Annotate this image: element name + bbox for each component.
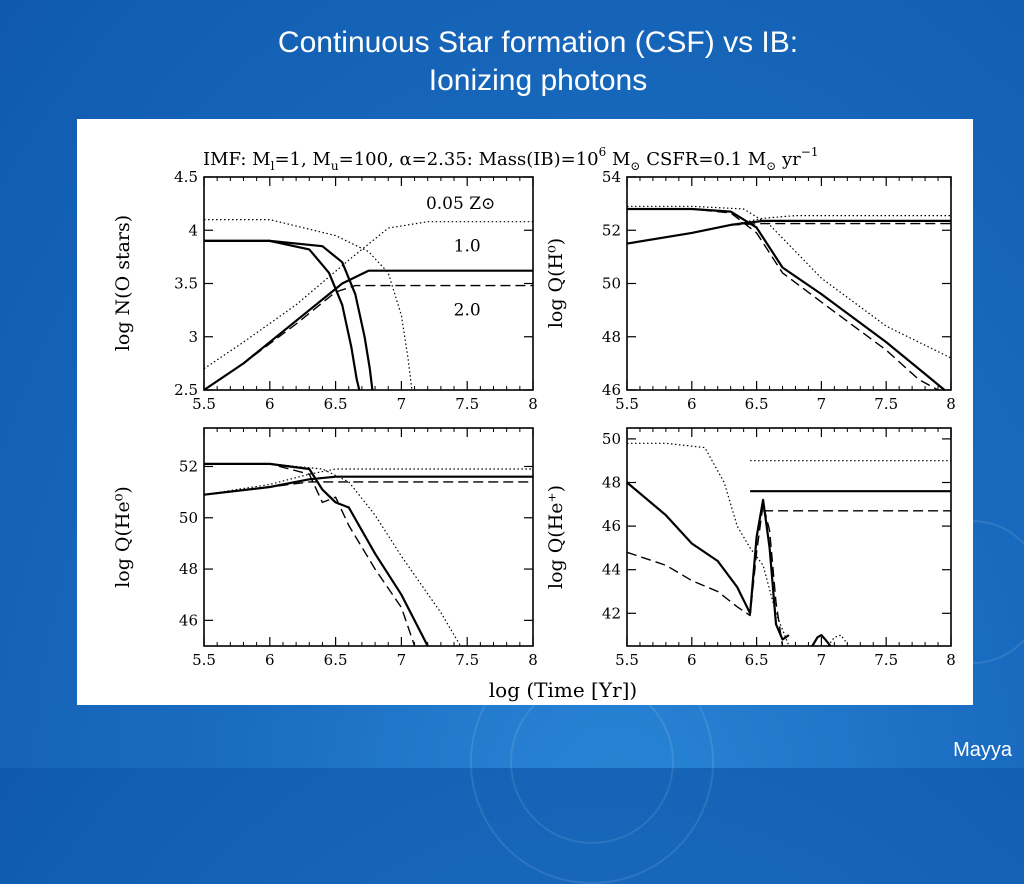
plot-frame xyxy=(203,427,534,647)
y-tick-label: 50 xyxy=(602,275,621,293)
header-sub-l: l xyxy=(271,159,275,173)
series-line-dashed xyxy=(204,463,416,647)
y-tick-label: 3 xyxy=(188,328,198,346)
slide-title-line2: Ionizing photons xyxy=(428,64,648,97)
x-axis-label: log (Time [Yr]) xyxy=(489,678,637,702)
header-imf-label: IMF: M xyxy=(203,149,271,170)
x-tick-label: 8 xyxy=(528,395,538,413)
x-tick-label: 6 xyxy=(687,651,697,669)
series-line-dotted xyxy=(203,468,533,496)
y-tick-label: 50 xyxy=(179,509,198,527)
series-line-dotted xyxy=(203,221,533,370)
y-tick-label: 4.5 xyxy=(174,168,198,186)
series-line-solid xyxy=(626,219,951,245)
y-tick-label: 3.5 xyxy=(174,275,198,293)
y-tick-label: 52 xyxy=(179,457,198,475)
panel-q-h: 5.5 6 6.5 7 7.5 8 46 48 50 52 54 log Q(H⁰) xyxy=(545,168,956,413)
header-sun-symbol-2: ⊙ xyxy=(766,159,776,173)
header-msun: M xyxy=(606,149,630,170)
plot-frame xyxy=(626,427,952,647)
y-tick-label: 4 xyxy=(188,221,198,239)
series-line-dashed xyxy=(203,284,533,391)
y-tick-label: 52 xyxy=(602,221,621,239)
series-line-dashed xyxy=(626,222,951,245)
series-line-solid xyxy=(204,462,429,647)
footer-author: Mayya xyxy=(953,739,1012,761)
series-line-dotted xyxy=(627,205,952,359)
slide-title: Continuous Star formation (CSF) vs IB: I… xyxy=(0,24,1024,100)
y-axis-label: log Q(H⁰) xyxy=(545,238,567,328)
metallicity-label: 0.05 Z⊙ xyxy=(426,194,495,214)
x-tick-label: 7 xyxy=(397,651,407,669)
y-tick-label: 50 xyxy=(602,430,621,448)
y-tick-label: 46 xyxy=(179,611,198,629)
y-tick-label: 46 xyxy=(602,381,621,399)
x-tick-label: 6 xyxy=(265,395,275,413)
figure-svg: IMF: Ml=1, Mu=100, α=2.35: Mass(IB)=106 … xyxy=(112,145,956,702)
x-tick-label: 6.5 xyxy=(745,395,769,413)
x-tick-label: 5.5 xyxy=(615,651,639,669)
x-tick-label: 7 xyxy=(817,395,827,413)
x-tick-label: 5.5 xyxy=(192,395,216,413)
header-mu-value: =100, α=2.35: Mass(IB)=10 xyxy=(339,149,599,170)
x-tick-label: 7.5 xyxy=(874,395,898,413)
y-tick-label: 42 xyxy=(602,604,621,622)
y-tick-label: 44 xyxy=(602,561,621,579)
y-axis-label: log Q(He⁺) xyxy=(545,485,567,589)
series-line-dotted xyxy=(204,218,413,391)
x-tick-label: 7.5 xyxy=(455,651,479,669)
figure-panel: IMF: Ml=1, Mu=100, α=2.35: Mass(IB)=106 … xyxy=(77,119,973,705)
figure-header: IMF: Ml=1, Mu=100, α=2.35: Mass(IB)=106 … xyxy=(203,145,818,173)
series-line-dotted xyxy=(626,214,951,245)
series-line-solid xyxy=(626,481,790,641)
series-line-solid xyxy=(204,239,374,391)
x-tick-label: 7.5 xyxy=(455,395,479,413)
x-tick-label: 8 xyxy=(946,395,956,413)
series-line-dashed xyxy=(203,481,533,496)
x-tick-label: 6 xyxy=(265,651,275,669)
x-tick-label: 8 xyxy=(946,651,956,669)
series-line-dashed xyxy=(626,503,784,647)
x-tick-label: 7 xyxy=(817,651,827,669)
x-tick-label: 7 xyxy=(397,395,407,413)
x-tick-label: 5.5 xyxy=(192,651,216,669)
y-tick-label: 46 xyxy=(602,517,621,535)
series-line-solid xyxy=(204,239,361,391)
series-line-solid xyxy=(203,475,533,496)
series-line-dotted xyxy=(204,463,462,647)
header-ml-value: =1, M xyxy=(274,149,330,170)
y-axis-label: log N(O stars) xyxy=(112,215,134,351)
series-line-solid xyxy=(203,269,533,391)
panel-q-heplus: 5.5 6 6.5 7 7.5 8 42 44 46 48 50 log Q(He⁺) xyxy=(545,427,956,669)
header-sup-minus1: −1 xyxy=(801,145,819,159)
x-tick-label: 7.5 xyxy=(874,651,898,669)
panel-o-stars: 5.5 6 6.5 7 7.5 8 2.5 3 3.5 4 4.5 log N(O stars) 0.0… xyxy=(112,168,538,413)
y-tick-label: 54 xyxy=(602,168,621,186)
metallicity-label: 2.0 xyxy=(454,300,481,320)
y-tick-label: 48 xyxy=(179,560,198,578)
x-tick-label: 8 xyxy=(528,651,538,669)
x-tick-label: 6.5 xyxy=(745,651,769,669)
y-tick-label: 48 xyxy=(602,328,621,346)
x-tick-label: 6.5 xyxy=(324,651,348,669)
y-tick-label: 48 xyxy=(602,474,621,492)
x-tick-label: 5.5 xyxy=(615,395,639,413)
header-yr: yr xyxy=(776,149,801,170)
series-line-dashed xyxy=(627,208,939,391)
series-line-dotted xyxy=(827,634,848,647)
x-tick-label: 6 xyxy=(687,395,697,413)
y-axis-label: log Q(He⁰) xyxy=(112,486,134,588)
panel-q-he0: 5.5 6 6.5 7 7.5 8 46 48 50 52 log Q(He⁰) xyxy=(112,427,538,669)
header-csfr: CSFR=0.1 M xyxy=(640,149,766,170)
metallicity-label: 1.0 xyxy=(454,237,481,257)
header-sup-6: 6 xyxy=(599,145,607,159)
x-tick-label: 6.5 xyxy=(324,395,348,413)
header-sun-symbol: ⊙ xyxy=(630,159,640,173)
series-line-solid xyxy=(811,633,832,647)
series-line-dotted xyxy=(627,442,790,647)
slide-title-line1: Continuous Star formation (CSF) vs IB: xyxy=(277,26,799,59)
y-tick-label: 2.5 xyxy=(174,381,198,399)
header-sub-u: u xyxy=(331,159,339,173)
